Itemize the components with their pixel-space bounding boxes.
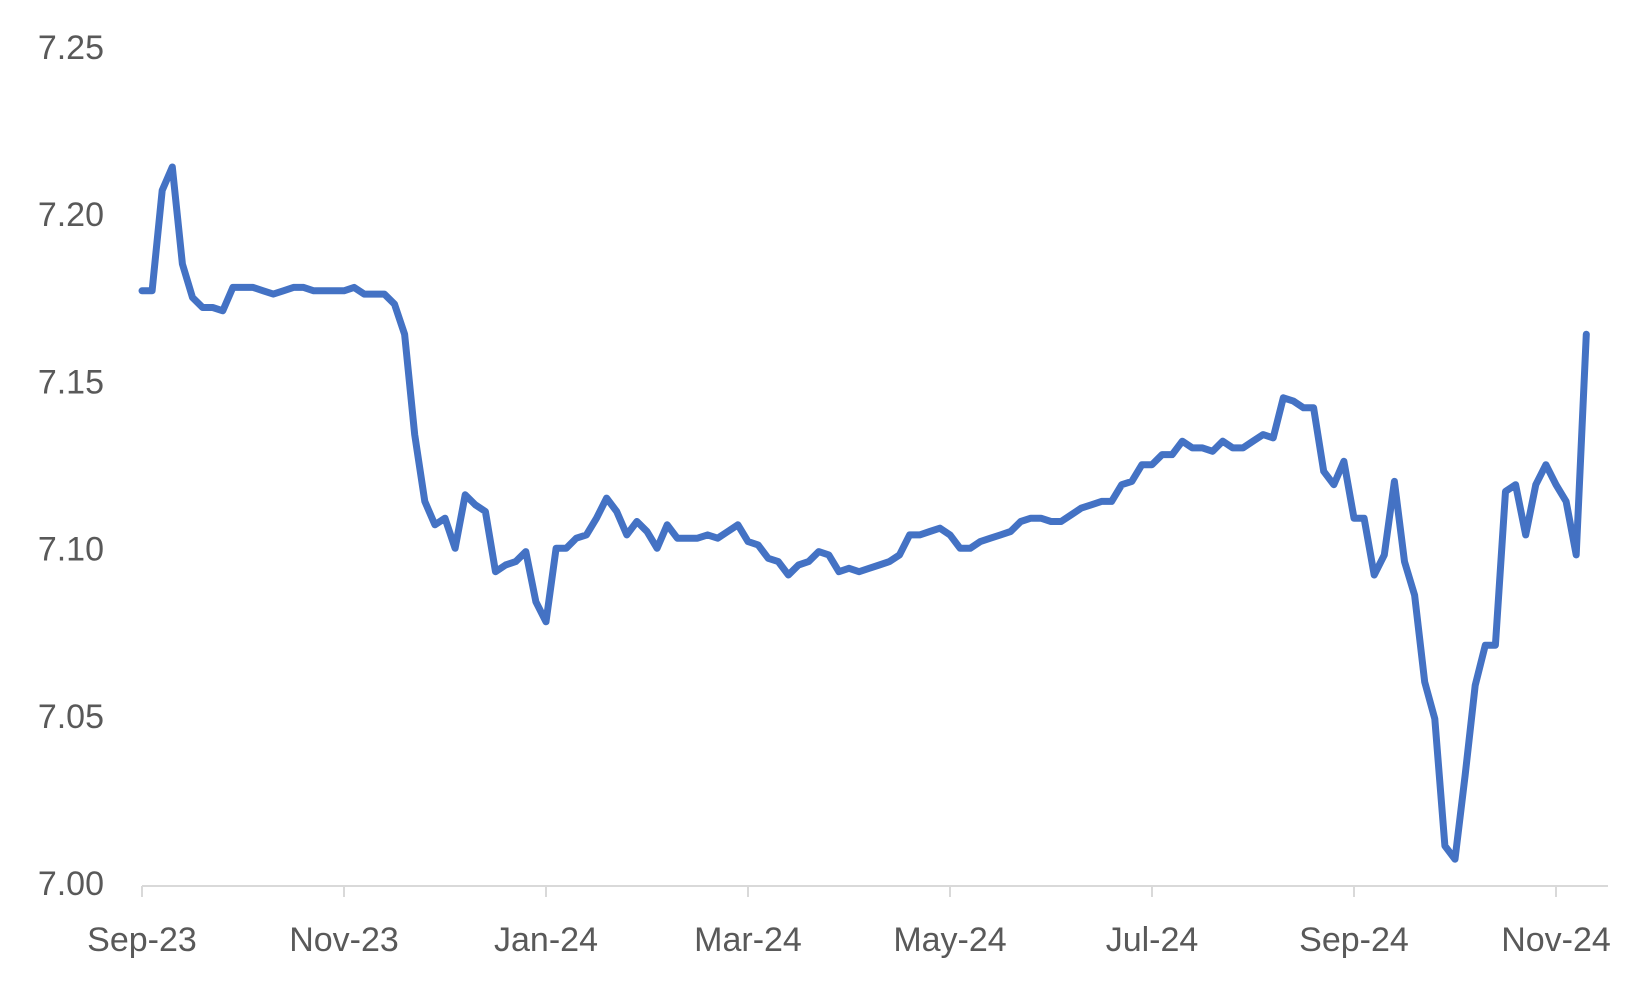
x-tick-label: Jul-24	[1106, 921, 1199, 959]
x-tick-label: Mar-24	[694, 921, 802, 959]
x-tick-label: Nov-24	[1501, 921, 1611, 959]
y-tick-label: 7.20	[38, 196, 104, 234]
y-tick-label: 7.10	[38, 531, 104, 569]
y-tick-label: 7.25	[38, 29, 104, 67]
x-tick-label: Jan-24	[494, 921, 598, 959]
data-line	[138, 163, 1590, 863]
y-tick-label: 7.15	[38, 363, 104, 401]
y-tick-label: 7.05	[38, 698, 104, 736]
y-tick-label: 7.00	[38, 865, 104, 903]
x-tick-label: Nov-23	[289, 921, 399, 959]
x-tick-label: May-24	[893, 921, 1006, 959]
x-tick-label: Sep-23	[87, 921, 197, 959]
x-tick-label: Sep-24	[1299, 921, 1409, 959]
